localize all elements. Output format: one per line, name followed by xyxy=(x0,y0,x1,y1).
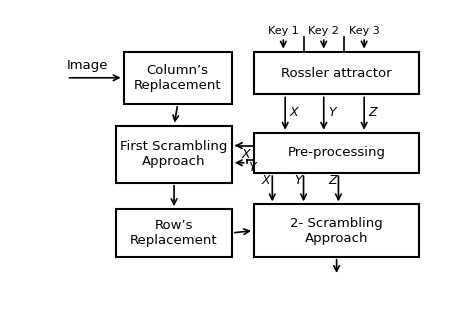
Text: Image: Image xyxy=(66,59,108,72)
Text: X: X xyxy=(262,175,271,188)
Text: Column’s
Replacement: Column’s Replacement xyxy=(134,64,221,92)
Text: 2- Scrambling
Approach: 2- Scrambling Approach xyxy=(290,217,383,245)
Bar xyxy=(254,133,419,173)
Text: Z: Z xyxy=(369,106,377,119)
Text: X: X xyxy=(290,106,298,119)
Text: Z: Z xyxy=(328,175,337,188)
Bar xyxy=(116,126,232,183)
Text: Key 2: Key 2 xyxy=(308,26,339,36)
Text: X: X xyxy=(241,148,250,161)
Bar xyxy=(254,204,419,257)
Bar xyxy=(116,209,232,257)
Text: Y: Y xyxy=(294,175,301,188)
Text: Key 1: Key 1 xyxy=(268,26,299,36)
Bar xyxy=(254,51,419,95)
Text: Rossler attractor: Rossler attractor xyxy=(281,67,392,79)
Text: Pre-processing: Pre-processing xyxy=(288,146,386,159)
Text: First Scrambling
Approach: First Scrambling Approach xyxy=(120,140,228,168)
Text: Row’s
Replacement: Row’s Replacement xyxy=(130,219,218,247)
Text: Key 3: Key 3 xyxy=(349,26,380,36)
Text: Y: Y xyxy=(328,106,336,119)
Text: Y: Y xyxy=(248,162,256,175)
Bar xyxy=(124,51,232,104)
